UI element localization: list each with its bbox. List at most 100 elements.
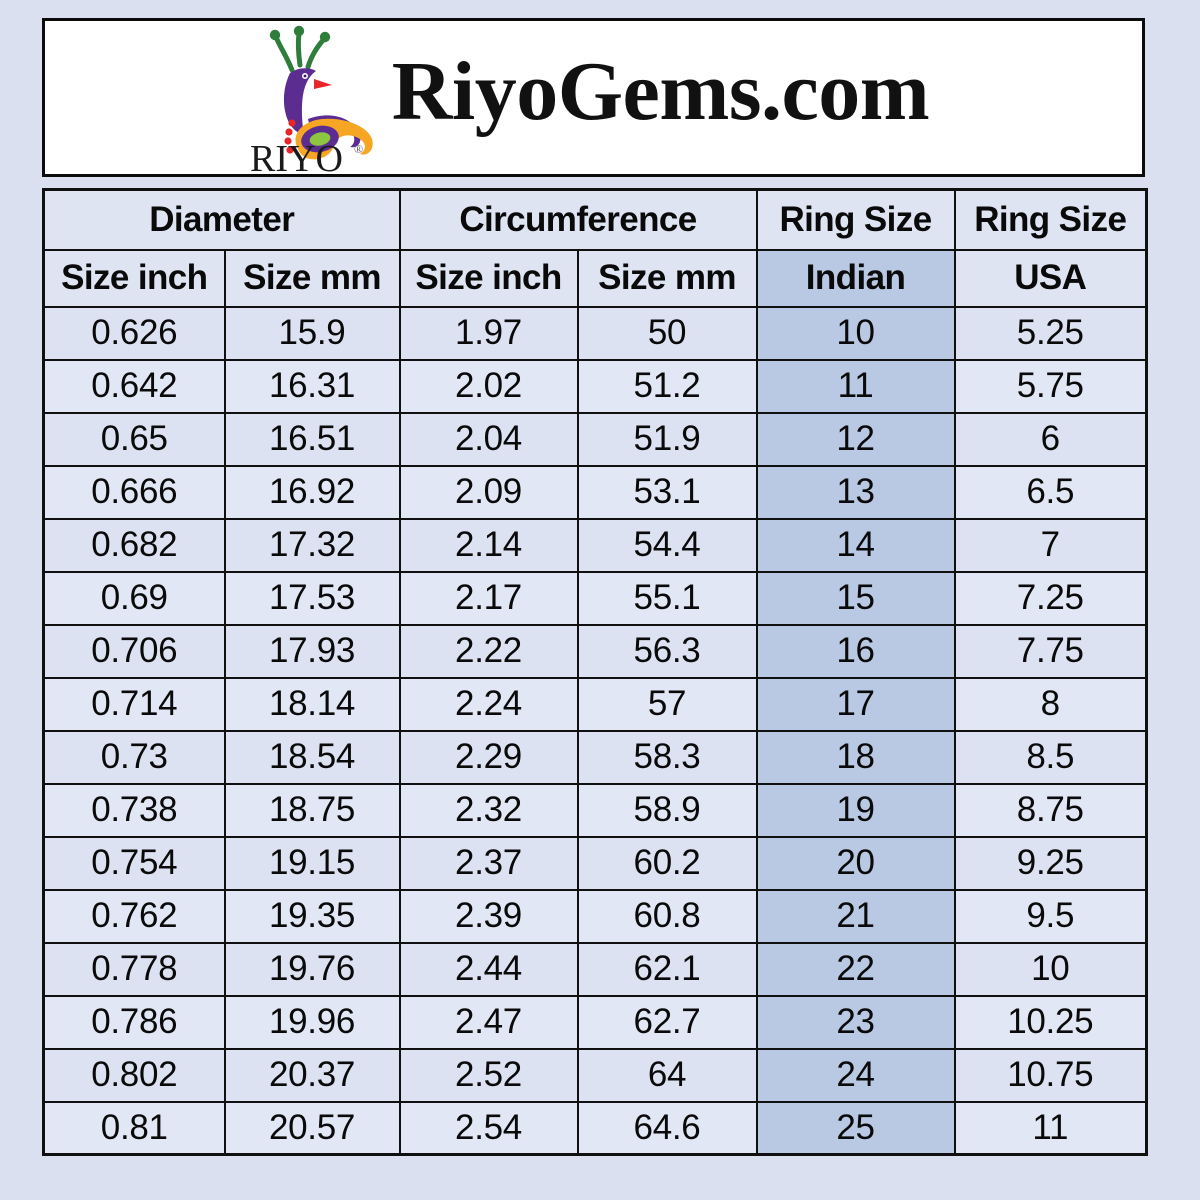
cell-circumference-inch: 2.47	[398, 994, 579, 1050]
cell-circumference-inch: 2.17	[398, 570, 579, 626]
table-row: 0.802 20.37 2.52 64 24 10.75	[42, 1047, 1148, 1103]
cell-diameter-inch: 0.786	[42, 994, 226, 1050]
cell-ring-size-indian: 24	[755, 1047, 956, 1103]
cell-diameter-inch: 0.626	[42, 305, 226, 361]
table-group-header-row: Diameter Circumference Ring Size Ring Si…	[42, 188, 1148, 251]
cell-ring-size-usa: 10.75	[953, 1047, 1148, 1103]
cell-diameter-mm: 17.32	[223, 517, 401, 573]
cell-diameter-inch: 0.642	[42, 358, 226, 414]
cell-ring-size-usa: 9.25	[953, 835, 1148, 891]
cell-circumference-inch: 2.02	[398, 358, 579, 414]
table-row: 0.706 17.93 2.22 56.3 16 7.75	[42, 623, 1148, 679]
cell-ring-size-usa: 9.5	[953, 888, 1148, 944]
cell-ring-size-indian: 22	[755, 941, 956, 997]
cell-diameter-inch: 0.738	[42, 782, 226, 838]
cell-ring-size-indian: 21	[755, 888, 956, 944]
cell-circumference-mm: 60.8	[576, 888, 758, 944]
cell-diameter-inch: 0.714	[42, 676, 226, 732]
cell-circumference-inch: 2.39	[398, 888, 579, 944]
cell-diameter-mm: 19.96	[223, 994, 401, 1050]
cell-diameter-mm: 19.15	[223, 835, 401, 891]
table-row: 0.786 19.96 2.47 62.7 23 10.25	[42, 994, 1148, 1050]
cell-circumference-mm: 62.7	[576, 994, 758, 1050]
cell-ring-size-indian: 25	[755, 1100, 956, 1156]
cell-diameter-mm: 16.31	[223, 358, 401, 414]
cell-circumference-inch: 2.04	[398, 411, 579, 467]
cell-circumference-inch: 2.24	[398, 676, 579, 732]
header-ring-size-usa: Ring Size	[953, 188, 1148, 251]
cell-diameter-inch: 0.802	[42, 1047, 226, 1103]
table-row: 0.762 19.35 2.39 60.8 21 9.5	[42, 888, 1148, 944]
cell-diameter-mm: 16.92	[223, 464, 401, 520]
cell-circumference-inch: 2.32	[398, 782, 579, 838]
cell-diameter-inch: 0.65	[42, 411, 226, 467]
table-row: 0.778 19.76 2.44 62.1 22 10	[42, 941, 1148, 997]
subheader-diameter-mm: Size mm	[223, 248, 401, 308]
riyo-trademark-symbol: ®	[354, 142, 363, 156]
cell-circumference-mm: 54.4	[576, 517, 758, 573]
cell-circumference-mm: 53.1	[576, 464, 758, 520]
cell-diameter-inch: 0.73	[42, 729, 226, 785]
table-row: 0.626 15.9 1.97 50 10 5.25	[42, 305, 1148, 361]
table-body: 0.626 15.9 1.97 50 10 5.25 0.642 16.31 2.02 51.2 1…	[42, 305, 1148, 1156]
brand-cluster: RIYO ® RiyoGems.com	[246, 23, 930, 173]
cell-diameter-mm: 17.53	[223, 570, 401, 626]
cell-circumference-inch: 2.09	[398, 464, 579, 520]
cell-circumference-mm: 60.2	[576, 835, 758, 891]
subheader-usa: USA	[953, 248, 1148, 308]
cell-circumference-mm: 57	[576, 676, 758, 732]
cell-ring-size-indian: 17	[755, 676, 956, 732]
cell-diameter-mm: 16.51	[223, 411, 401, 467]
cell-ring-size-usa: 7	[953, 517, 1148, 573]
cell-ring-size-usa: 6	[953, 411, 1148, 467]
subheader-circumference-inch: Size inch	[398, 248, 579, 308]
cell-circumference-mm: 58.3	[576, 729, 758, 785]
cell-diameter-mm: 20.57	[223, 1100, 401, 1156]
cell-circumference-mm: 50	[576, 305, 758, 361]
cell-ring-size-indian: 19	[755, 782, 956, 838]
riyo-logo-text: RIYO	[250, 138, 343, 173]
table-row: 0.642 16.31 2.02 51.2 11 5.75	[42, 358, 1148, 414]
cell-circumference-inch: 2.14	[398, 517, 579, 573]
cell-ring-size-indian: 11	[755, 358, 956, 414]
cell-circumference-mm: 51.2	[576, 358, 758, 414]
header-diameter: Diameter	[42, 188, 401, 251]
cell-circumference-inch: 2.37	[398, 835, 579, 891]
cell-ring-size-usa: 5.25	[953, 305, 1148, 361]
cell-circumference-mm: 64.6	[576, 1100, 758, 1156]
cell-circumference-mm: 64	[576, 1047, 758, 1103]
cell-ring-size-usa: 5.75	[953, 358, 1148, 414]
cell-circumference-mm: 55.1	[576, 570, 758, 626]
cell-circumference-mm: 51.9	[576, 411, 758, 467]
cell-ring-size-indian: 16	[755, 623, 956, 679]
table-row: 0.666 16.92 2.09 53.1 13 6.5	[42, 464, 1148, 520]
cell-ring-size-indian: 10	[755, 305, 956, 361]
header-circumference: Circumference	[398, 188, 758, 251]
cell-circumference-inch: 1.97	[398, 305, 579, 361]
table-row: 0.714 18.14 2.24 57 17 8	[42, 676, 1148, 732]
table-row: 0.682 17.32 2.14 54.4 14 7	[42, 517, 1148, 573]
table-subheader-row: Size inch Size mm Size inch Size mm Indi…	[42, 248, 1148, 308]
riyo-peacock-logo-icon: RIYO ®	[246, 23, 386, 173]
cell-diameter-inch: 0.81	[42, 1100, 226, 1156]
table-row: 0.738 18.75 2.32 58.9 19 8.75	[42, 782, 1148, 838]
cell-diameter-inch: 0.682	[42, 517, 226, 573]
cell-ring-size-usa: 11	[953, 1100, 1148, 1156]
cell-ring-size-indian: 14	[755, 517, 956, 573]
cell-ring-size-indian: 15	[755, 570, 956, 626]
cell-ring-size-usa: 8	[953, 676, 1148, 732]
cell-circumference-inch: 2.22	[398, 623, 579, 679]
ring-size-table: Diameter Circumference Ring Size Ring Si…	[42, 188, 1148, 1156]
cell-diameter-mm: 19.35	[223, 888, 401, 944]
cell-ring-size-indian: 23	[755, 994, 956, 1050]
cell-ring-size-indian: 13	[755, 464, 956, 520]
table-row: 0.65 16.51 2.04 51.9 12 6	[42, 411, 1148, 467]
cell-ring-size-usa: 8.75	[953, 782, 1148, 838]
header-ring-size-indian: Ring Size	[755, 188, 956, 251]
cell-ring-size-indian: 12	[755, 411, 956, 467]
table-header: Diameter Circumference Ring Size Ring Si…	[42, 188, 1148, 308]
cell-diameter-mm: 18.54	[223, 729, 401, 785]
table-row: 0.73 18.54 2.29 58.3 18 8.5	[42, 729, 1148, 785]
cell-circumference-inch: 2.29	[398, 729, 579, 785]
cell-diameter-mm: 18.75	[223, 782, 401, 838]
